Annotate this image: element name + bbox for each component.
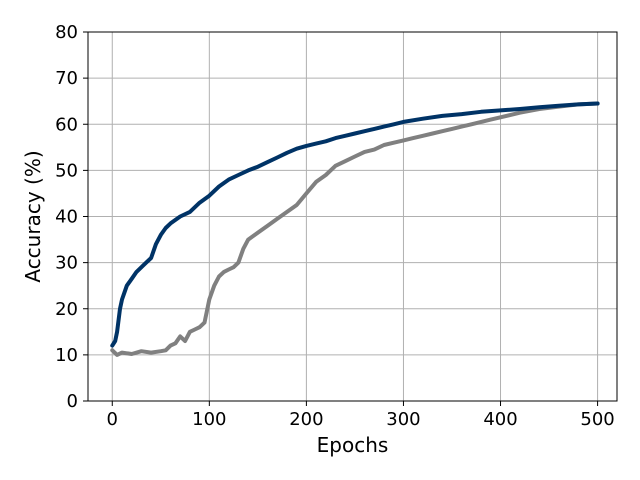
x-tick-label: 200: [289, 409, 323, 430]
x-tick-label: 400: [483, 409, 517, 430]
y-tick-label: 80: [55, 22, 78, 43]
series-line-2: [110, 101, 600, 348]
x-tick-label: 300: [386, 409, 420, 430]
x-tick-label: 100: [192, 409, 226, 430]
y-tick-label: 50: [55, 160, 78, 181]
y-tick-label: 0: [67, 391, 78, 412]
series-line-1: [110, 101, 600, 357]
y-axis-label: Accuracy (%): [21, 150, 45, 282]
y-tick-label: 60: [55, 114, 78, 135]
y-tick-label: 10: [55, 345, 78, 366]
x-tick-label: 500: [580, 409, 614, 430]
grid: [88, 31, 617, 402]
y-tick-label: 40: [55, 207, 78, 228]
x-axis-label: Epochs: [317, 433, 389, 457]
y-tick-label: 30: [55, 253, 78, 274]
y-tick-label: 70: [55, 68, 78, 89]
series-lines: [110, 101, 600, 357]
y-tick-label: 20: [55, 299, 78, 320]
x-tick-label: 0: [107, 409, 118, 430]
tick-labels: 0 100 200 300 400 500 0 10 20 30 40 50 60 70 80: [55, 22, 615, 430]
